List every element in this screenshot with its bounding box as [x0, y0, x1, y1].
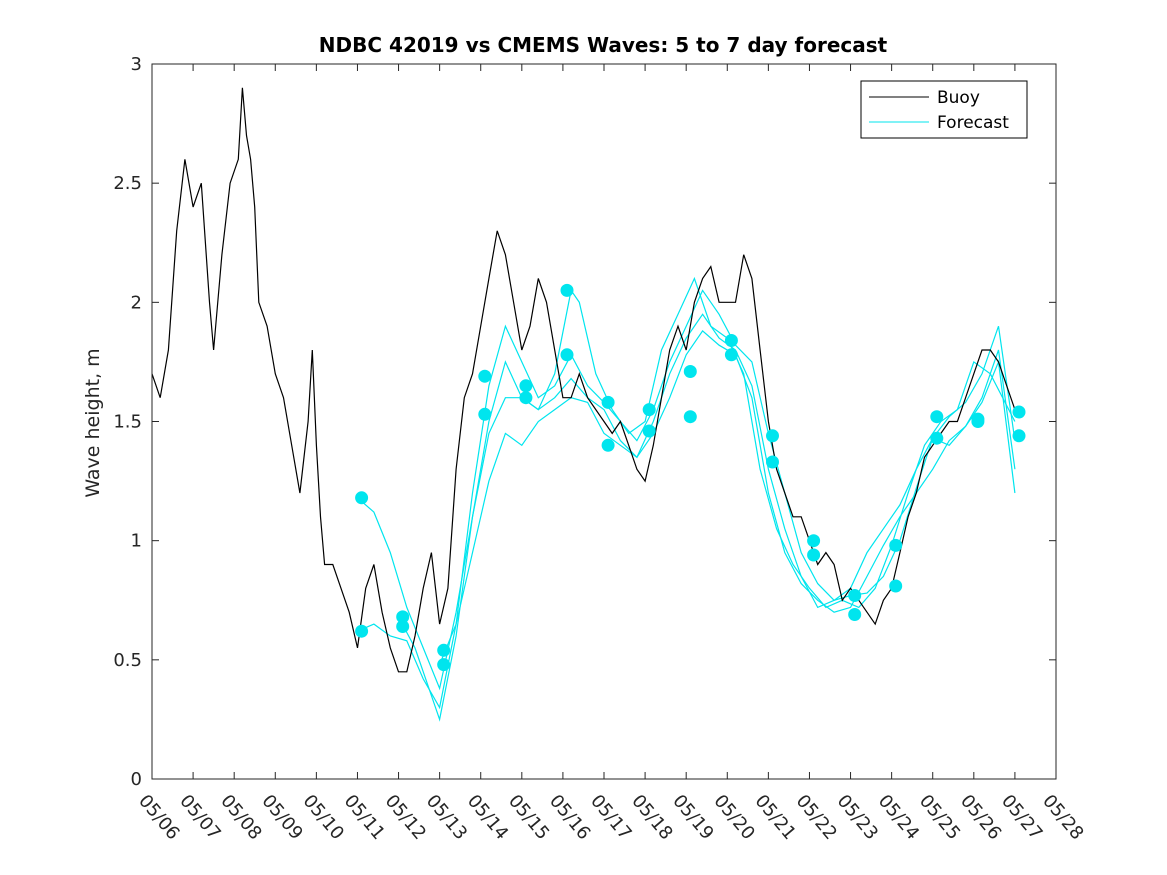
y-tick-label: 1.5 — [113, 412, 142, 433]
forecast-marker — [889, 579, 903, 593]
forecast-marker — [642, 403, 656, 417]
forecast-marker — [642, 424, 656, 438]
chart-title: NDBC 42019 vs CMEMS Waves: 5 to 7 day fo… — [319, 33, 888, 57]
forecast-line-3 — [397, 313, 1016, 722]
forecast-marker — [601, 438, 615, 452]
forecast-marker — [437, 643, 451, 657]
forecast-marker — [478, 407, 492, 421]
forecast-marker — [1012, 429, 1026, 443]
y-tick-label: 2 — [131, 292, 142, 313]
forecast-marker — [355, 624, 369, 638]
forecast-marker — [683, 410, 697, 424]
y-tick-label: 2.5 — [113, 173, 142, 194]
legend-box — [860, 80, 1028, 139]
forecast-marker — [478, 369, 492, 383]
forecast-marker — [560, 283, 574, 297]
legend-buoy-label: Buoy — [937, 88, 980, 108]
forecast-marker — [807, 534, 821, 548]
forecast-marker — [437, 658, 451, 672]
legend: Buoy Forecast — [860, 80, 1028, 139]
forecast-marker — [766, 429, 779, 443]
forecast-marker — [889, 538, 903, 552]
forecast-line-2 — [357, 289, 1016, 710]
forecast-marker — [766, 455, 779, 469]
y-tick-label: 3 — [131, 54, 142, 75]
y-tick-label: 1 — [131, 531, 142, 552]
forecast-marker — [355, 491, 369, 505]
forecast-marker — [971, 412, 985, 426]
y-axis-label: Wave height, m — [82, 348, 104, 497]
y-tick-label: 0.5 — [113, 650, 142, 671]
forecast-marker — [930, 410, 944, 424]
forecast-marker — [848, 608, 862, 621]
forecast-marker — [683, 365, 697, 378]
y-tick-label: 0 — [131, 769, 142, 790]
forecast-marker — [930, 431, 944, 445]
forecast-marker — [519, 391, 533, 405]
forecast-marker — [724, 348, 738, 362]
forecast-marker — [1012, 405, 1026, 419]
buoy-line — [151, 87, 1016, 673]
legend-forecast-label: Forecast — [937, 113, 1009, 133]
axes-box — [151, 63, 1057, 780]
forecast-marker — [848, 589, 862, 602]
plot-area: 00.511.522.5305/0605/0705/0805/0905/1005… — [113, 54, 1087, 844]
forecast-marker — [560, 348, 574, 362]
forecast-marker — [807, 548, 821, 562]
forecast-marker — [519, 379, 533, 393]
forecast-line-1 — [357, 276, 1016, 691]
forecast-marker — [601, 395, 615, 409]
forecast-marker — [396, 610, 410, 624]
forecast-marker — [396, 620, 410, 633]
forecast-marker — [724, 334, 738, 347]
